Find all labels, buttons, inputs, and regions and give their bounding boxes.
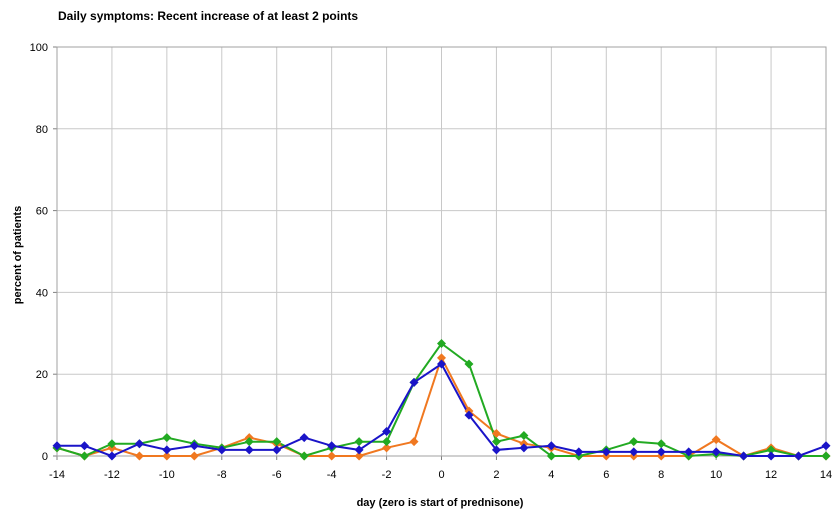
data-point (189, 441, 199, 451)
data-point (766, 445, 776, 455)
data-point (766, 451, 776, 461)
data-point (464, 410, 474, 420)
data-point (491, 445, 501, 455)
data-point (821, 451, 831, 461)
x-tick-label: 4 (548, 469, 554, 481)
y-tick-label: 20 (36, 369, 48, 381)
data-point (354, 451, 364, 461)
x-tick-label: -6 (272, 469, 282, 481)
data-point (299, 433, 309, 443)
data-point (107, 451, 117, 461)
x-tick-label: -4 (327, 469, 337, 481)
data-point (52, 441, 62, 451)
data-point (409, 437, 419, 447)
data-point (79, 441, 89, 451)
x-axis-label: day (zero is start of prednisone) (357, 497, 524, 509)
x-tick-label: -12 (104, 469, 120, 481)
x-tick-label: 6 (603, 469, 609, 481)
chart-title: Daily symptoms: Recent increase of at le… (58, 9, 359, 23)
data-point (299, 451, 309, 461)
data-point (134, 451, 144, 461)
plot-area-border (56, 46, 827, 457)
data-point (601, 447, 611, 457)
data-point (546, 451, 556, 461)
data-point (217, 445, 227, 455)
data-point (79, 451, 89, 461)
x-tick-label: 8 (658, 469, 664, 481)
data-point (244, 437, 254, 447)
data-point (437, 353, 446, 363)
data-point (327, 441, 337, 451)
data-point (354, 437, 364, 447)
data-point (272, 445, 282, 455)
data-point (162, 445, 172, 455)
data-point (711, 447, 721, 457)
x-tick-label: 0 (438, 469, 444, 481)
gridlines (53, 46, 827, 460)
data-point (327, 451, 337, 461)
x-tick-label: -14 (49, 469, 65, 481)
data-point (437, 339, 446, 349)
data-point (491, 437, 501, 447)
data-point (574, 447, 584, 457)
y-tick-label: 40 (36, 287, 48, 299)
y-tick-label: 80 (36, 124, 48, 136)
data-point (382, 426, 392, 436)
data-point (409, 377, 419, 387)
data-point (711, 435, 721, 445)
data-point (354, 445, 364, 455)
data-point (382, 437, 392, 447)
y-tick-label: 100 (30, 42, 48, 54)
x-tick-label: -2 (382, 469, 392, 481)
data-point (491, 429, 501, 439)
data-point (739, 451, 749, 461)
data-point (656, 447, 666, 457)
data-point (189, 451, 199, 461)
data-point (244, 445, 254, 455)
data-point (629, 437, 639, 447)
y-tick-label: 60 (36, 206, 48, 218)
data-point (162, 433, 172, 443)
data-point (272, 437, 282, 447)
data-point (464, 359, 474, 369)
x-tick-label: 12 (765, 469, 777, 481)
data-point (134, 439, 144, 449)
x-tick-label: -8 (217, 469, 227, 481)
data-point (684, 447, 694, 457)
x-tick-label: 14 (820, 469, 832, 481)
y-tick-label: 0 (42, 451, 48, 463)
data-point (656, 439, 666, 449)
tick-labels: -14 -12 -10 -8 -6 -4 -2 0 2 4 6 8 10 12 14 0 20 40 60 80 100 (30, 42, 832, 481)
x-tick-label: 10 (710, 469, 722, 481)
x-tick-label: -10 (159, 469, 175, 481)
series-markers (52, 339, 831, 461)
data-point (821, 441, 831, 451)
data-point (794, 451, 804, 461)
data-point (107, 439, 117, 449)
y-axis-label: percent of patients (12, 206, 24, 304)
x-tick-label: 2 (493, 469, 499, 481)
data-point (382, 443, 392, 453)
data-point (629, 447, 639, 457)
data-point (546, 441, 556, 451)
data-point (437, 359, 446, 369)
data-point (162, 451, 172, 461)
data-point (519, 443, 529, 453)
data-point (519, 431, 529, 441)
